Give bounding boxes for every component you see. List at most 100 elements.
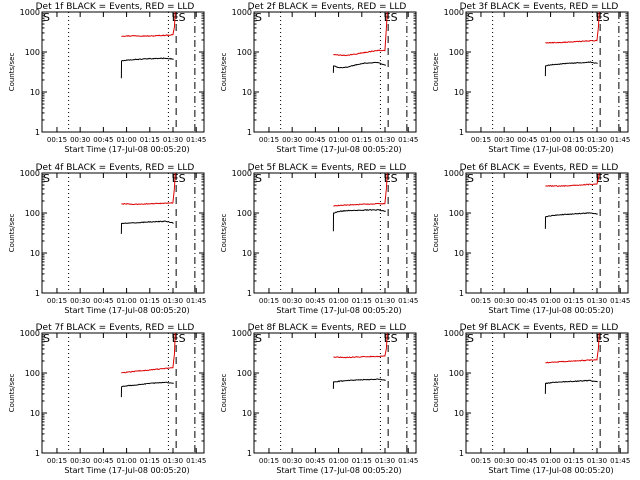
chart-title: Det 4f BLACK = Events, RED = LLD xyxy=(36,163,195,173)
x-tick-label: 01:45 xyxy=(186,297,206,305)
x-tick-label: 00:15 xyxy=(47,297,67,305)
x-tick-label: 00:30 xyxy=(282,457,302,465)
series-line-events xyxy=(544,379,598,394)
x-tick-label: 00:30 xyxy=(282,136,302,144)
y-tick-label: 100 xyxy=(449,209,464,218)
y-tick-label: 100 xyxy=(25,369,40,378)
plot-frame xyxy=(41,11,205,133)
y-tick-label: 1000 xyxy=(444,329,464,338)
series-line-lld xyxy=(121,332,176,374)
x-tick-label: 00:45 xyxy=(305,136,325,144)
series-line-lld xyxy=(121,11,176,37)
x-tick-label: 01:45 xyxy=(186,457,206,465)
x-tick-label: 01:30 xyxy=(375,297,395,305)
event-marker-label: S xyxy=(43,172,50,185)
y-tick-label: 1000 xyxy=(20,8,40,17)
y-tick-label: 10 xyxy=(30,88,40,97)
chart-panel-1: Det 1f BLACK = Events, RED = LLD Counts/s… xyxy=(8,2,206,154)
event-marker-label: ES xyxy=(596,11,610,24)
series-line-lld xyxy=(333,11,388,57)
series-line-events xyxy=(120,381,174,398)
x-tick-label: 01:15 xyxy=(564,457,584,465)
x-tick-label: 01:15 xyxy=(352,297,372,305)
x-tick-label: 00:30 xyxy=(70,457,90,465)
y-tick-label: 1 xyxy=(35,128,40,137)
chart-panel-9: Det 9f BLACK = Events, RED = LLD Counts/s… xyxy=(432,323,630,475)
y-axis-label: Counts/sec xyxy=(220,374,228,413)
x-tick-label: 00:45 xyxy=(517,136,537,144)
x-axis-label: Start Time (17-Jul-08 00:05:20) xyxy=(276,306,401,315)
x-tick-label: 01:00 xyxy=(116,297,136,305)
y-axis-label: Counts/sec xyxy=(432,53,440,92)
y-tick-label: 1000 xyxy=(232,329,252,338)
y-tick-label: 1000 xyxy=(232,169,252,178)
y-tick-label: 100 xyxy=(449,48,464,57)
x-tick-label: 00:30 xyxy=(494,457,514,465)
x-tick-label: 00:45 xyxy=(305,457,325,465)
y-tick-label: 10 xyxy=(454,88,464,97)
x-tick-label: 00:45 xyxy=(93,297,113,305)
series-line-lld xyxy=(121,172,176,206)
x-tick-label: 01:15 xyxy=(352,457,372,465)
plot-frame xyxy=(465,332,629,454)
x-tick-label: 01:00 xyxy=(328,297,348,305)
y-axis-label: Counts/sec xyxy=(220,53,228,92)
event-marker-label: ES xyxy=(384,172,398,185)
chart-title: Det 3f BLACK = Events, RED = LLD xyxy=(460,2,619,12)
x-axis-label: Start Time (17-Jul-08 00:05:20) xyxy=(488,145,613,154)
x-tick-label: 00:15 xyxy=(471,136,491,144)
x-axis-label: Start Time (17-Jul-08 00:05:20) xyxy=(488,466,613,475)
x-tick-label: 01:00 xyxy=(540,136,560,144)
series-line-lld xyxy=(333,332,388,359)
x-tick-label: 00:30 xyxy=(494,297,514,305)
chart-panel-5: Det 5f BLACK = Events, RED = LLD Counts/s… xyxy=(220,163,418,315)
chart-title: Det 6f BLACK = Events, RED = LLD xyxy=(460,163,619,173)
x-tick-label: 00:30 xyxy=(70,136,90,144)
x-tick-label: 01:30 xyxy=(163,136,183,144)
x-tick-label: 01:00 xyxy=(540,297,560,305)
x-tick-label: 00:15 xyxy=(259,297,279,305)
chart-panel-8: Det 8f BLACK = Events, RED = LLD Counts/s… xyxy=(220,323,418,475)
y-tick-label: 100 xyxy=(237,48,252,57)
y-tick-label: 1 xyxy=(247,449,252,458)
y-tick-label: 1 xyxy=(35,449,40,458)
y-tick-label: 1000 xyxy=(444,169,464,178)
chart-title: Det 2f BLACK = Events, RED = LLD xyxy=(248,2,407,12)
x-tick-label: 01:30 xyxy=(375,136,395,144)
x-tick-label: 01:45 xyxy=(398,136,418,144)
x-tick-label: 00:45 xyxy=(93,136,113,144)
y-tick-label: 100 xyxy=(25,48,40,57)
event-marker-label: S xyxy=(255,11,262,24)
x-tick-label: 01:00 xyxy=(116,457,136,465)
event-marker-label: S xyxy=(255,172,262,185)
y-tick-label: 100 xyxy=(237,209,252,218)
chart-panel-6: Det 6f BLACK = Events, RED = LLD Counts/s… xyxy=(432,163,630,315)
y-axis-label: Counts/sec xyxy=(8,53,16,92)
chart-title: Det 8f BLACK = Events, RED = LLD xyxy=(248,323,407,333)
chart-panel-4: Det 4f BLACK = Events, RED = LLD Counts/s… xyxy=(8,163,206,315)
y-axis-label: Counts/sec xyxy=(220,214,228,253)
x-tick-label: 00:15 xyxy=(259,136,279,144)
x-tick-label: 00:15 xyxy=(471,297,491,305)
series-line-events xyxy=(544,61,598,77)
series-line-lld xyxy=(545,172,600,187)
y-tick-label: 10 xyxy=(242,249,252,258)
x-axis-label: Start Time (17-Jul-08 00:05:20) xyxy=(488,306,613,315)
x-tick-label: 01:15 xyxy=(564,136,584,144)
x-tick-label: 00:45 xyxy=(517,297,537,305)
y-axis-label: Counts/sec xyxy=(8,214,16,253)
y-tick-label: 100 xyxy=(25,209,40,218)
x-tick-label: 01:45 xyxy=(186,136,206,144)
chart-title: Det 7f BLACK = Events, RED = LLD xyxy=(36,323,195,333)
x-tick-label: 01:00 xyxy=(328,457,348,465)
event-marker-label: S xyxy=(467,172,474,185)
y-axis-label: Counts/sec xyxy=(432,374,440,413)
plot-frame xyxy=(253,11,417,133)
x-tick-label: 01:45 xyxy=(398,457,418,465)
y-tick-label: 1000 xyxy=(232,8,252,17)
x-tick-label: 01:15 xyxy=(564,297,584,305)
y-tick-label: 10 xyxy=(454,409,464,418)
y-tick-label: 100 xyxy=(237,369,252,378)
x-axis-label: Start Time (17-Jul-08 00:05:20) xyxy=(64,306,189,315)
plot-frame xyxy=(465,11,629,133)
